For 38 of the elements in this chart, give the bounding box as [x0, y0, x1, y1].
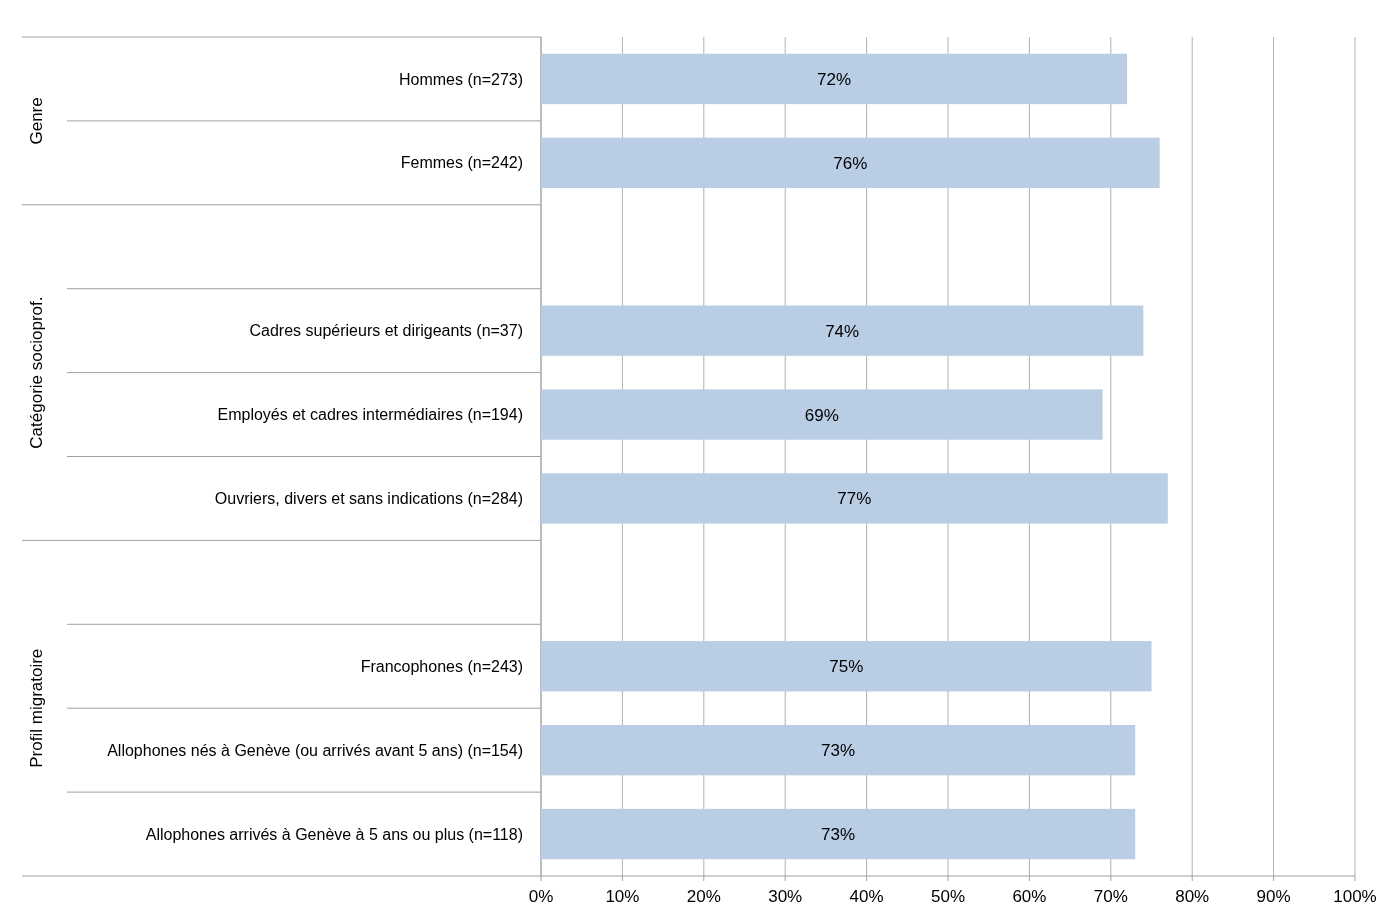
data-label: 76%: [833, 153, 868, 173]
y-tick-label: Ouvriers, divers et sans indications (n=284): [214, 490, 523, 508]
bar: [541, 389, 1103, 440]
y-tick-label: Hommes (n=273): [398, 70, 523, 88]
x-tick-label: 40%: [849, 887, 884, 906]
data-label: 74%: [825, 321, 860, 341]
bar: [541, 137, 1160, 189]
y-tick-label: Allophones arrivés à Genève à 5 ans ou plus (n=118): [145, 825, 523, 843]
data-label: 77%: [837, 489, 872, 509]
text: Genre: [27, 97, 46, 145]
x-tick-label: 80%: [1175, 887, 1210, 906]
bar: [541, 473, 1168, 524]
x-tick-label: 10%: [605, 887, 640, 906]
bar: [541, 724, 1136, 776]
y-tick-label: Francophones (n=243): [360, 657, 523, 675]
y-tick-label: Cadres supérieurs et dirigeants (n=37): [249, 322, 523, 340]
data-label: 73%: [821, 741, 856, 761]
data-label: 73%: [821, 825, 856, 844]
y-tick-label: Femmes (n=242): [400, 154, 523, 172]
text: Profil migratoire: [27, 648, 46, 768]
x-tick-label: 0%: [528, 887, 554, 906]
data-label: 72%: [817, 69, 852, 89]
data-label: 69%: [804, 405, 839, 425]
data-label: 75%: [829, 657, 864, 677]
x-tick-label: 90%: [1256, 887, 1291, 906]
x-tick-label: 100%: [1333, 887, 1377, 906]
x-tick-label: 70%: [1093, 887, 1128, 906]
x-tick-label: 30%: [768, 887, 803, 906]
bar: [541, 53, 1128, 105]
x-tick-label: 60%: [1012, 887, 1047, 906]
bar: [541, 305, 1144, 356]
y-tick-label: Allophones nés à Genève (ou arrivés avant 5 ans) (n=154): [107, 741, 523, 759]
y-tick-label: Employés et cadres intermédiaires (n=194): [217, 406, 523, 424]
bar: [541, 808, 1136, 860]
text: Catégorie socioprof.: [27, 296, 46, 449]
x-tick-label: 50%: [930, 887, 966, 906]
x-tick-label: 20%: [686, 887, 721, 906]
bar: [541, 641, 1152, 692]
